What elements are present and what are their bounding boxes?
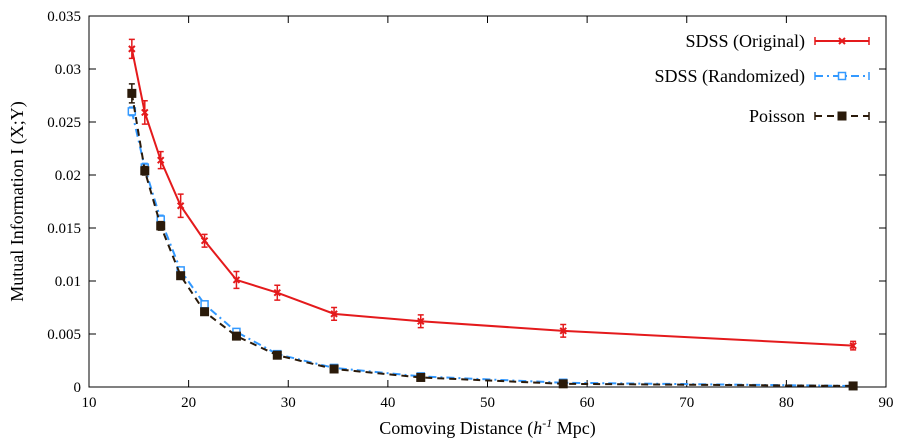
legend-bar-caps xyxy=(814,72,870,80)
legend-bar-caps xyxy=(814,112,870,120)
series-sdss-randomized xyxy=(127,106,858,391)
legend-point xyxy=(837,111,847,121)
series-poisson-point xyxy=(156,221,166,231)
series-poisson-point xyxy=(848,381,858,391)
series-poisson-point xyxy=(200,307,210,317)
y-tick-label: 0.035 xyxy=(47,9,81,25)
series-sdss-original-point xyxy=(559,327,567,335)
x-axis: 10 20 30 40 50 60 70 80 90 xyxy=(82,16,894,411)
legend-label: Poisson xyxy=(749,106,805,126)
y-tick-label: 0.03 xyxy=(55,62,81,78)
y-axis-label: Mutual Information I (X;Y) xyxy=(7,101,28,301)
series-layer xyxy=(127,38,858,391)
x-tick-label: 10 xyxy=(82,395,97,411)
legend: SDSS (Original) SDSS (Randomized) Poisson xyxy=(655,31,870,126)
series-poisson-point xyxy=(176,271,186,281)
series-poisson-point xyxy=(416,372,426,382)
y-tick-label: 0 xyxy=(74,380,82,396)
series-sdss-original-point xyxy=(232,276,241,284)
series-poisson-point xyxy=(140,166,150,176)
x-axis-label: Comoving Distance (h-1 Mpc) xyxy=(379,416,595,439)
series-poisson-point xyxy=(272,350,282,360)
series-sdss-original-point xyxy=(157,156,165,164)
series-poisson-point xyxy=(127,88,137,98)
x-tick-label: 80 xyxy=(779,395,794,411)
legend-entry: SDSS (Original) xyxy=(685,31,870,52)
y-tick-label: 0.005 xyxy=(47,327,81,343)
series-sdss-original-point xyxy=(330,310,338,318)
legend-entry: SDSS (Randomized) xyxy=(655,66,870,87)
y-tick-label: 0.015 xyxy=(47,221,81,237)
series-sdss-randomized-point xyxy=(200,300,209,309)
series-poisson-line xyxy=(130,93,854,387)
series-sdss-original-point xyxy=(849,341,857,350)
x-tick-label: 20 xyxy=(181,395,196,411)
y-axis: 0 0.005 0.01 0.015 0.02 0.025 0.03 0.035 xyxy=(47,9,886,396)
x-tick-label: 90 xyxy=(879,395,894,411)
series-sdss-original-point xyxy=(417,317,425,325)
x-tick-label: 60 xyxy=(580,395,595,411)
legend-label: SDSS (Original) xyxy=(685,31,805,52)
x-tick-label: 40 xyxy=(380,395,395,411)
series-poisson xyxy=(127,83,858,391)
y-tick-label: 0.02 xyxy=(55,168,81,184)
y-tick-label: 0.01 xyxy=(55,274,81,290)
legend-entry: Poisson xyxy=(749,106,870,126)
series-sdss-original-line xyxy=(130,48,854,347)
series-sdss-randomized-line xyxy=(130,111,854,387)
series-sdss-original-point xyxy=(141,108,149,117)
series-sdss-original-point xyxy=(176,202,185,210)
series-poisson-point xyxy=(558,379,568,389)
series-sdss-original-point xyxy=(200,237,209,245)
series-poisson-point xyxy=(329,364,339,374)
legend-bar-caps xyxy=(814,37,870,45)
series-sdss-original xyxy=(128,38,857,351)
x-tick-label: 30 xyxy=(281,395,296,411)
series-poisson-point xyxy=(231,331,241,341)
legend-point xyxy=(837,71,847,81)
legend-label: SDSS (Randomized) xyxy=(655,66,806,87)
series-sdss-original-point xyxy=(273,288,281,297)
x-tick-label: 70 xyxy=(679,395,694,411)
series-sdss-original-point xyxy=(128,45,136,53)
legend-point xyxy=(838,37,846,45)
x-tick-label: 50 xyxy=(480,395,495,411)
y-tick-label: 0.025 xyxy=(47,115,81,131)
